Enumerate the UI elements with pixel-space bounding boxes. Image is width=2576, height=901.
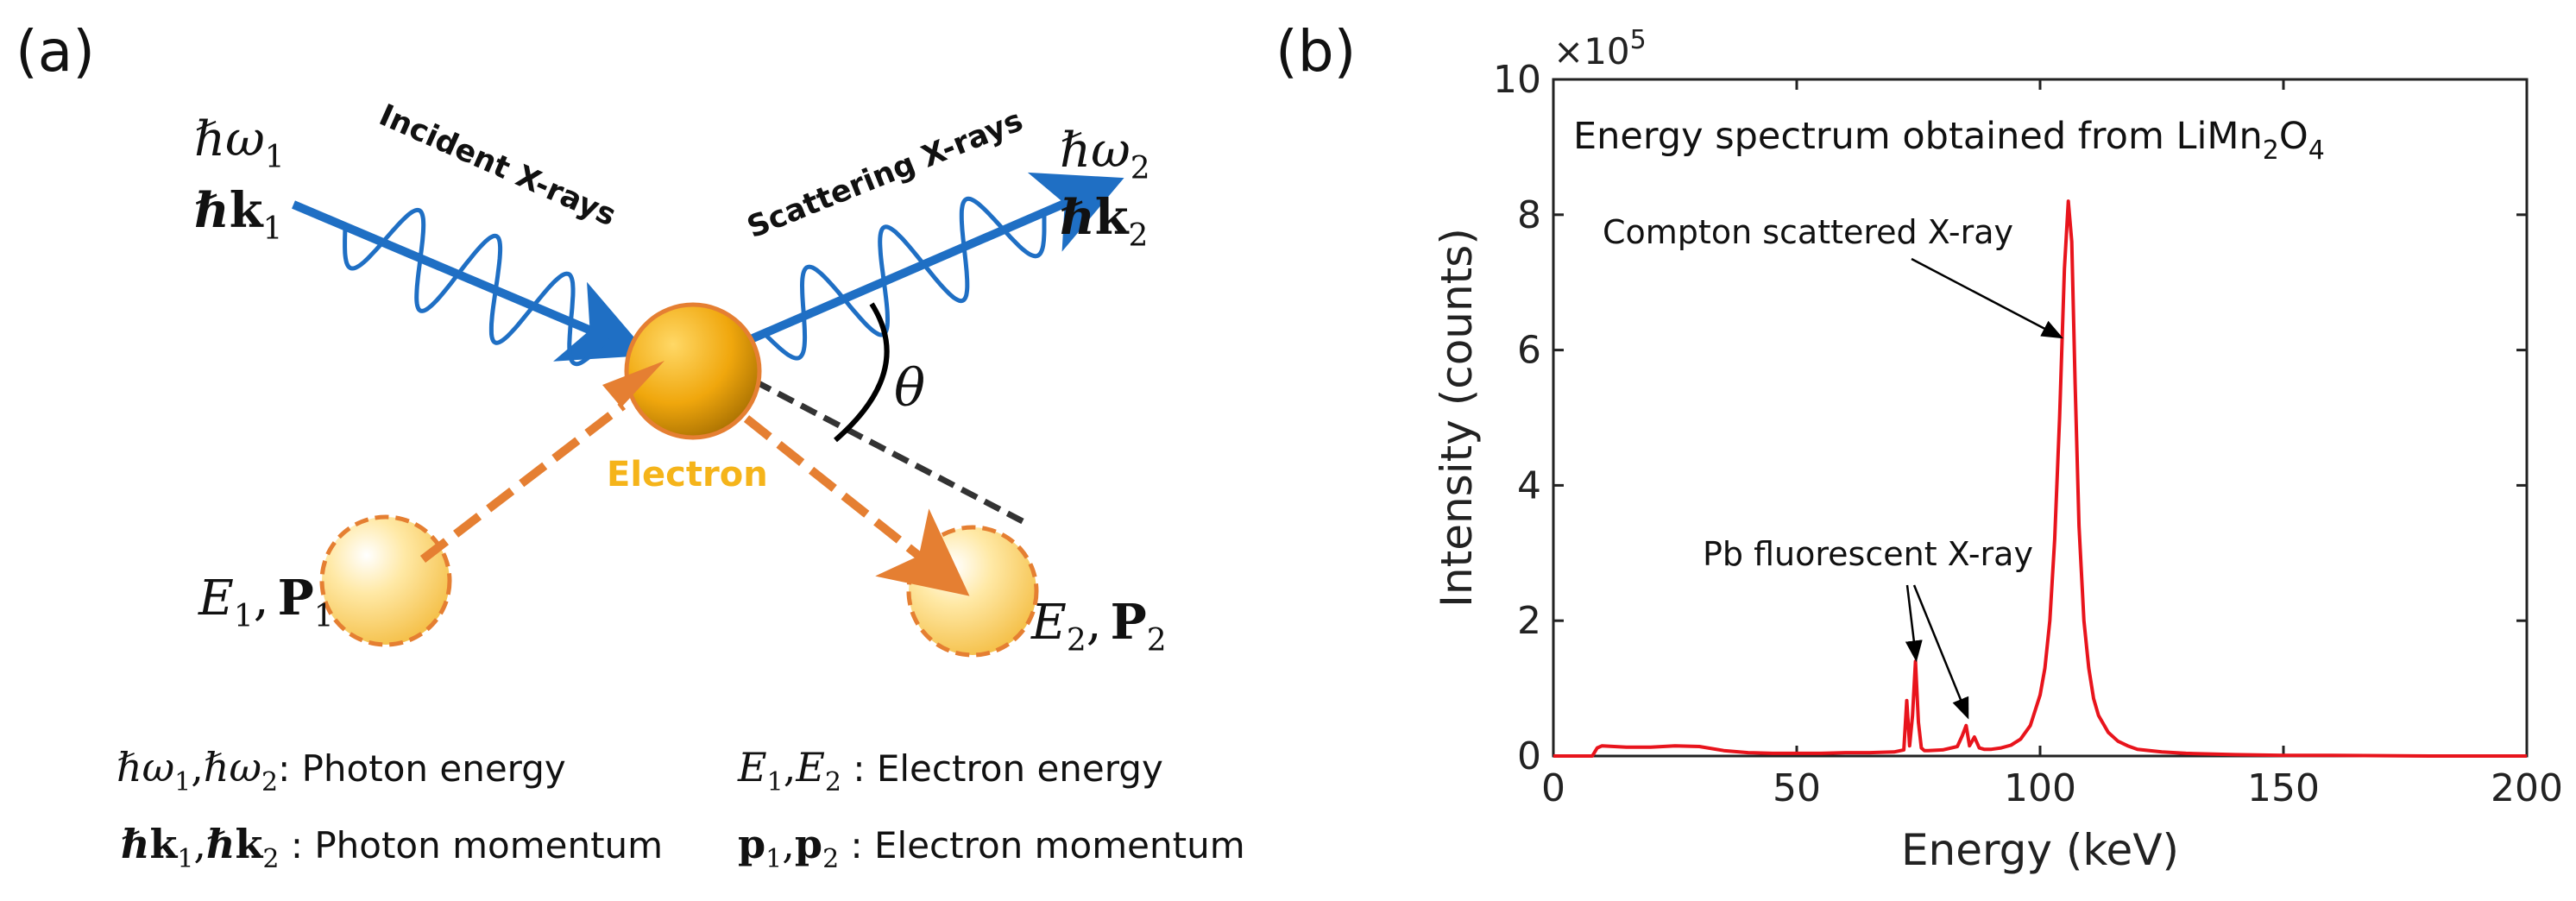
y-tick-label: 8 (1517, 193, 1541, 237)
incident-photon: Incident X-rays (292, 98, 650, 367)
electron-state-2: E2, P2 (1030, 594, 1167, 658)
panel-a-label: (a) (16, 18, 95, 85)
photon2-energy: ℏω2 (1060, 123, 1150, 186)
y-tick-label: 0 (1517, 734, 1541, 778)
x-tick-label: 0 (1541, 766, 1565, 810)
photon1-energy: ℏω1 (194, 111, 285, 175)
x-tick-label: 50 (1773, 766, 1821, 810)
y-tick-label: 6 (1517, 329, 1541, 373)
photon1-momentum: ℏk1 (194, 182, 282, 247)
plot-area (1552, 78, 2529, 758)
electron (624, 302, 762, 440)
pb-arrow-1 (1905, 584, 1923, 663)
legend-photon-momentum: ℏk1,ℏk2 : Photon momentum (121, 821, 663, 874)
electron-incoming-path (419, 402, 627, 563)
panel-a: (a) Incident X-rays Scattering X-rays ℏω… (16, 18, 1245, 874)
pb-arrow-2 (1912, 584, 1969, 720)
photon2-momentum: ℏk2 (1060, 189, 1148, 254)
spectrum-line (1553, 199, 2527, 758)
panel-a-legend: ℏω1,ℏω2: Photon energy ℏk1,ℏk2 : Photon … (117, 744, 1245, 874)
scattered-photon: Scattering X-rays (742, 104, 1124, 361)
initial-electron-ghost (319, 514, 452, 647)
x-tick-label: 150 (2247, 766, 2320, 810)
x-tick-label: 100 (2004, 766, 2076, 810)
theta-arc (834, 302, 890, 443)
electron-outgoing-path (743, 415, 970, 596)
legend-photon-energy: ℏω1,ℏω2: Photon energy (117, 744, 566, 797)
y-tick-label: 10 (1493, 58, 1541, 102)
x-axis-label: Energy (keV) (1901, 825, 2179, 875)
y-tick-label: 4 (1517, 463, 1541, 507)
x-ticks: 0 50 100 150 200 (1541, 79, 2563, 810)
theta-label: θ (894, 358, 925, 419)
legend-electron-momentum: p1,p2 : Electron momentum (738, 821, 1245, 874)
electron-state-1: E1, P1 (198, 570, 334, 634)
reference-dashed-line (753, 378, 1024, 525)
incident-wave (343, 207, 610, 367)
electron-incoming-arrowhead (602, 361, 664, 407)
electron-label: Electron (607, 455, 768, 495)
scattered-wave (762, 196, 1047, 361)
y-tick-label: 2 (1517, 599, 1541, 643)
final-electron-ghost (906, 525, 1039, 658)
y-ticks: 0 2 4 6 8 10 (1493, 58, 2527, 778)
panel-b: (b) 0 2 4 6 8 10 0 50 100 150 200 ×105 Energy spe… (1275, 18, 2563, 875)
pb-annotation: Pb fluorescent X-ray (1703, 535, 2033, 573)
compton-annotation: Compton scattered X-ray (1603, 213, 2013, 251)
compton-arrow (1911, 257, 2063, 339)
chart-title: Energy spectrum obtained from LiMn2O4 (1573, 115, 2325, 166)
y-axis-label: Intensity (counts) (1432, 228, 1482, 608)
legend-electron-energy: E1,E2 : Electron energy (737, 744, 1163, 797)
scattering-label: Scattering X-rays (742, 104, 1028, 246)
panel-b-label: (b) (1275, 18, 1356, 85)
x-tick-label: 200 (2491, 766, 2563, 810)
y-multiplier: ×105 (1553, 25, 1647, 72)
